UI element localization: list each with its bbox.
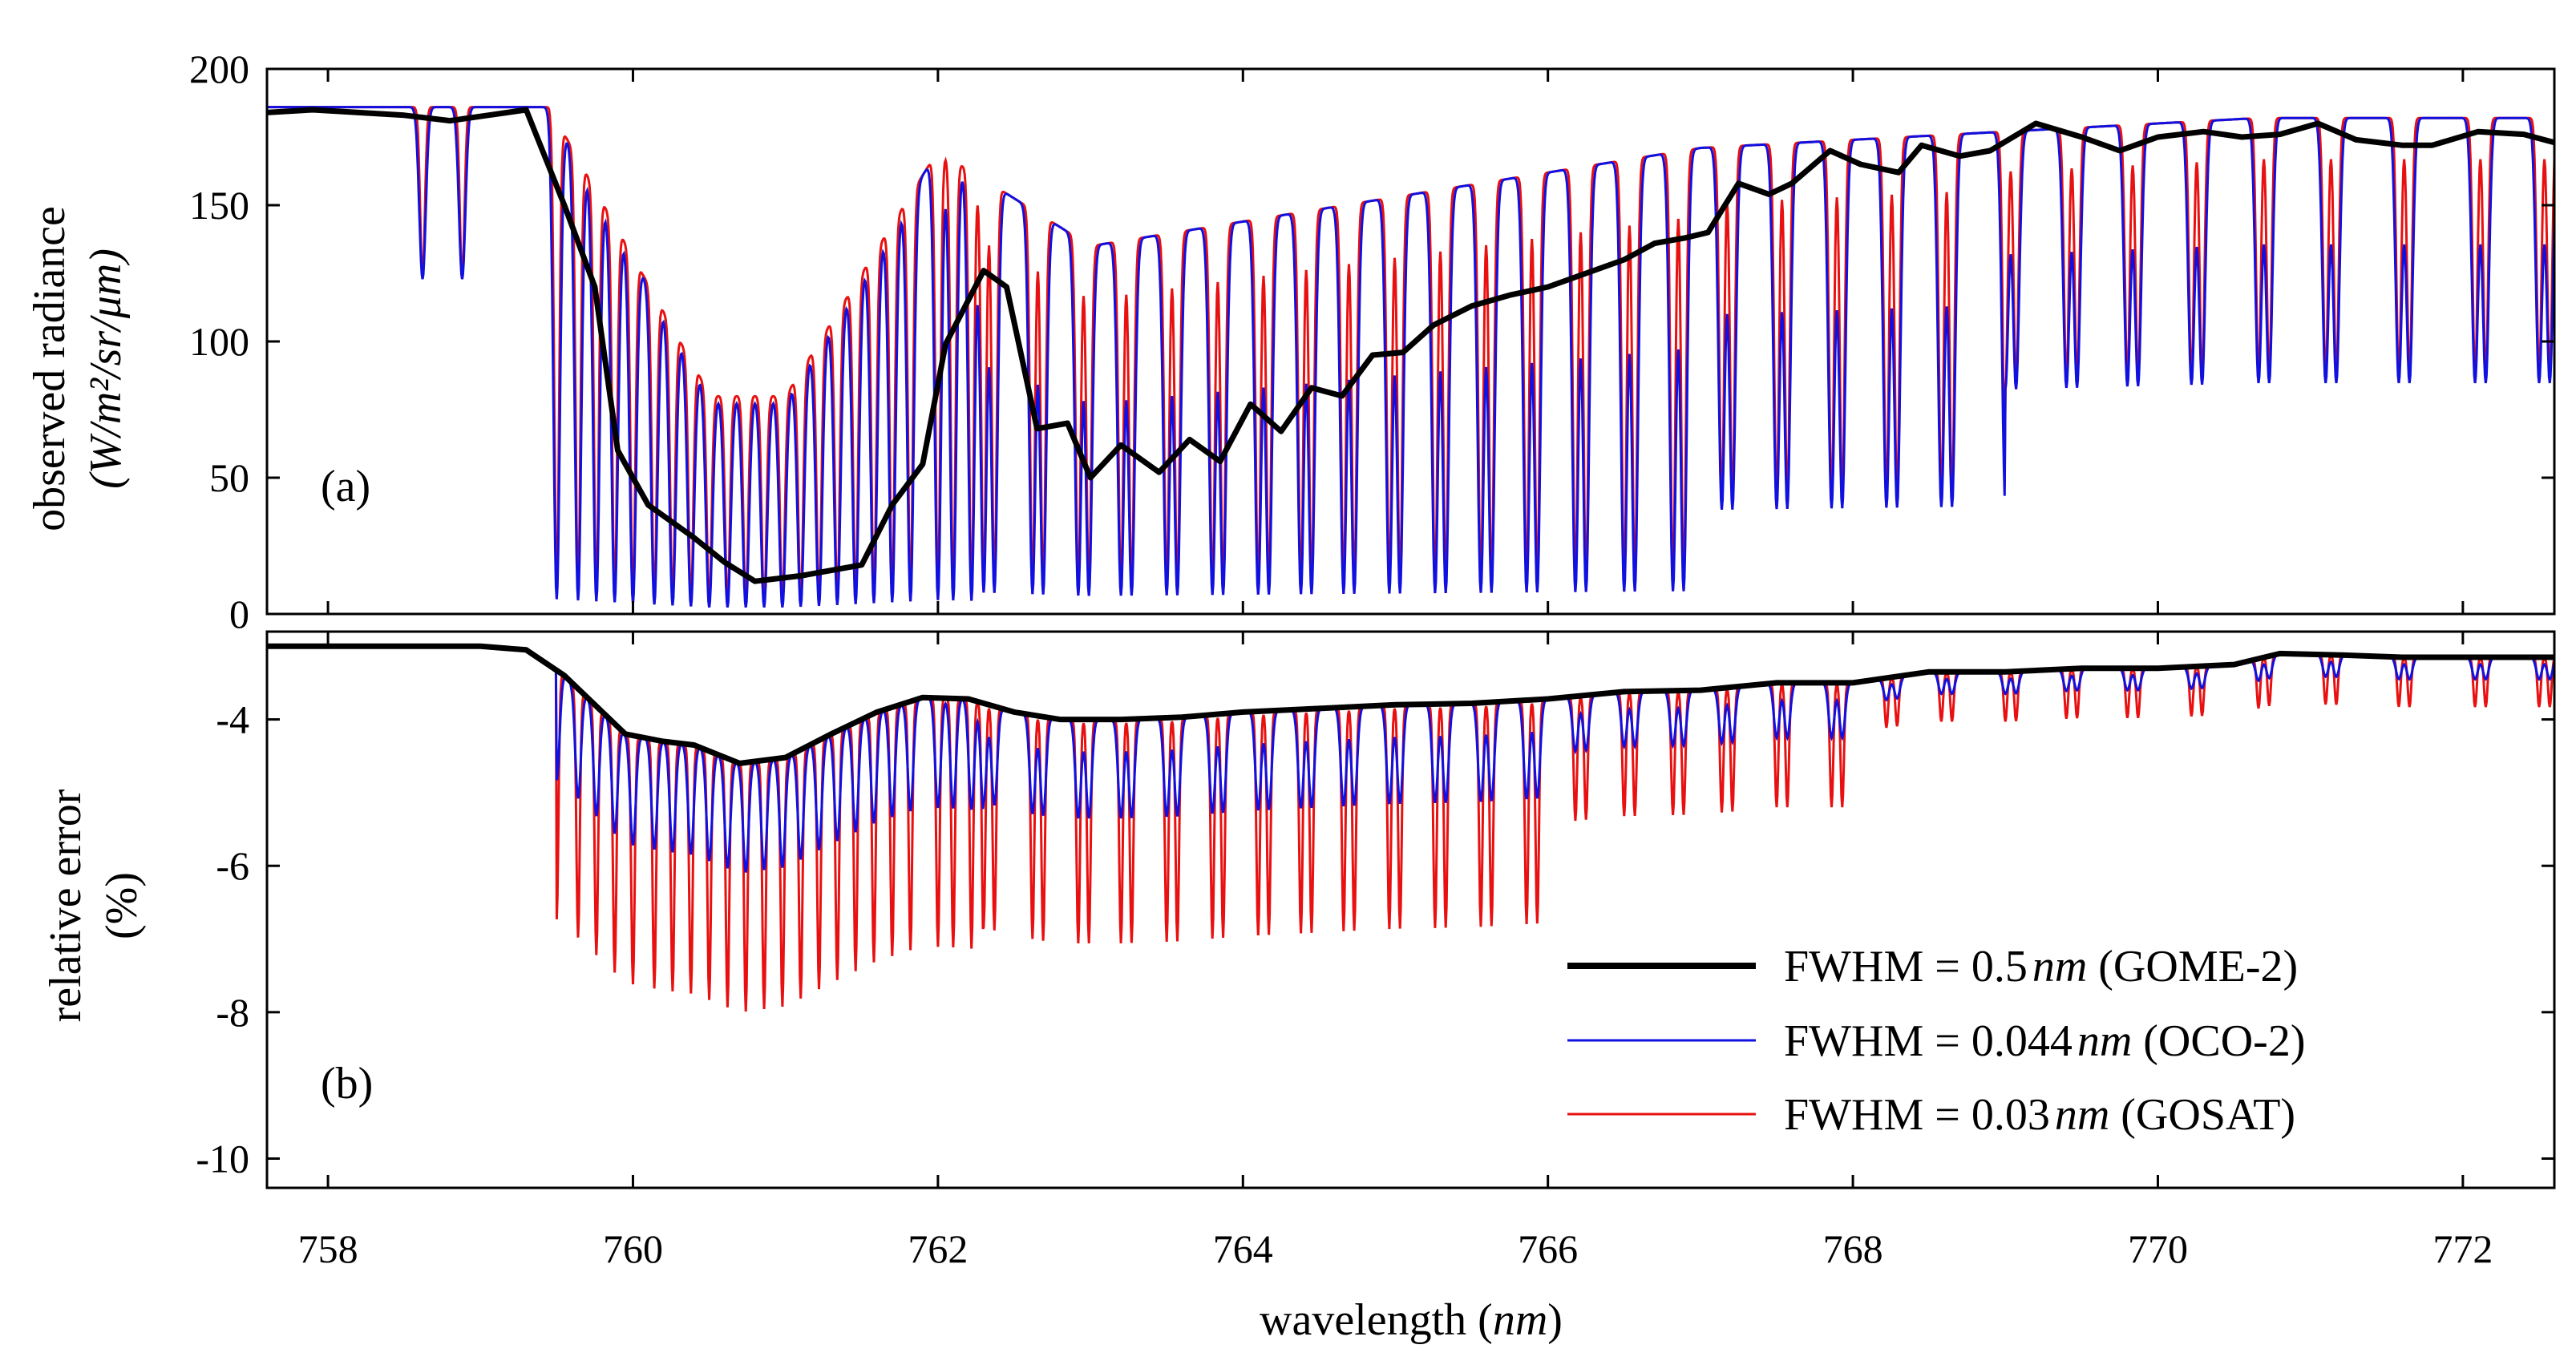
x-tick-label-762: 762	[908, 1226, 968, 1271]
x-tick-label-758: 758	[298, 1226, 358, 1271]
legend: FWHM = 0.5 nm (GOME-2) FWHM = 0.044 nm (OC…	[1567, 942, 2305, 1140]
legend-suffix-oco2: (OCO-2)	[2132, 1016, 2305, 1066]
panel-a-ytick-label-100: 100	[189, 319, 249, 364]
panel-b-plot-area	[267, 643, 2554, 1012]
panel-b-frame	[265, 630, 2556, 1189]
panel-a-ylabel-line1: observed radiance	[25, 206, 75, 531]
panel-a-series-oco2	[267, 106, 2554, 608]
legend-unit-gome2: nm	[2032, 942, 2087, 991]
panel-a-ylabel-line2: (W/m²/sr/μm)	[81, 248, 131, 489]
panel-a-ytick-label-200: 200	[189, 46, 249, 91]
panel-b-label: (b)	[321, 1059, 373, 1109]
panel-b-ylabel: relative error	[41, 789, 91, 1022]
legend-suffix-gome2: (GOME-2)	[2087, 942, 2298, 991]
panel-a-ytick-label-150: 150	[189, 183, 249, 228]
panel-a-ylabel-unit: (W/m²/sr/μm)	[81, 248, 131, 489]
panel-a-label: (a)	[321, 462, 370, 511]
panel-b-series-gome2	[267, 643, 2554, 766]
panel-a: 0 50 100 150 200 (a) observed radiance (W/m²…	[25, 46, 2556, 636]
panel-a-ytick-label-0: 0	[229, 592, 249, 636]
panel-b-ylabel-line2: (%)	[97, 872, 147, 939]
legend-label-gome2: FWHM = 0.5 nm (GOME-2)	[1784, 942, 2298, 991]
legend-label-oco2: FWHM = 0.044 nm (OCO-2)	[1784, 1016, 2305, 1066]
legend-prefix-oco2: FWHM = 0.044	[1784, 1016, 2073, 1066]
panel-a-plot-area	[267, 106, 2554, 608]
x-tick-label-770: 770	[2128, 1226, 2188, 1271]
panel-b-series-oco2	[267, 644, 2554, 873]
x-axis-title-open: (	[1466, 1295, 1493, 1345]
legend-prefix-gome2: FWHM = 0.5	[1784, 942, 2028, 991]
x-tick-label-768: 768	[1823, 1226, 1883, 1271]
x-axis-title-word: wavelength	[1260, 1295, 1466, 1345]
legend-label-gosat: FWHM = 0.03 nm (GOSAT)	[1784, 1090, 2295, 1140]
panel-b-ytick-label--8: -8	[216, 990, 249, 1035]
panel-b-ylabel-unit: (%)	[97, 872, 147, 939]
panel-b: 758 760 762 764 766 768 770 772 -10 -8 -6 -4 (b) re…	[41, 630, 2556, 1271]
panel-b-ytick-label--6: -6	[216, 843, 249, 888]
x-axis-title-unit: nm	[1493, 1295, 1547, 1345]
legend-unit-gosat: nm	[2055, 1090, 2109, 1140]
panel-a-ytick-label-50: 50	[209, 455, 249, 500]
panel-a-ticks: 0 50 100 150 200	[189, 46, 2554, 636]
panel-b-ytick-label--4: -4	[216, 697, 249, 742]
panel-a-series-gome2	[267, 107, 2554, 584]
panel-b-ylabel-line1: relative error	[41, 789, 91, 1022]
x-tick-label-764: 764	[1213, 1226, 1273, 1271]
panel-b-ticks: 758 760 762 764 766 768 770 772 -10 -8 -6 -4	[196, 632, 2554, 1271]
x-tick-label-766: 766	[1518, 1226, 1578, 1271]
x-axis-title-close: )	[1547, 1295, 1563, 1345]
legend-prefix-gosat: FWHM = 0.03	[1784, 1090, 2050, 1140]
x-tick-label-760: 760	[603, 1226, 663, 1271]
legend-unit-oco2: nm	[2077, 1016, 2132, 1066]
panel-b-ytick-label--10: -10	[196, 1136, 249, 1181]
x-tick-label-772: 772	[2432, 1226, 2493, 1271]
legend-suffix-gosat: (GOSAT)	[2109, 1090, 2295, 1140]
x-axis-title: wavelength (nm)	[1260, 1295, 1563, 1345]
panel-a-ylabel: observed radiance	[25, 206, 75, 531]
